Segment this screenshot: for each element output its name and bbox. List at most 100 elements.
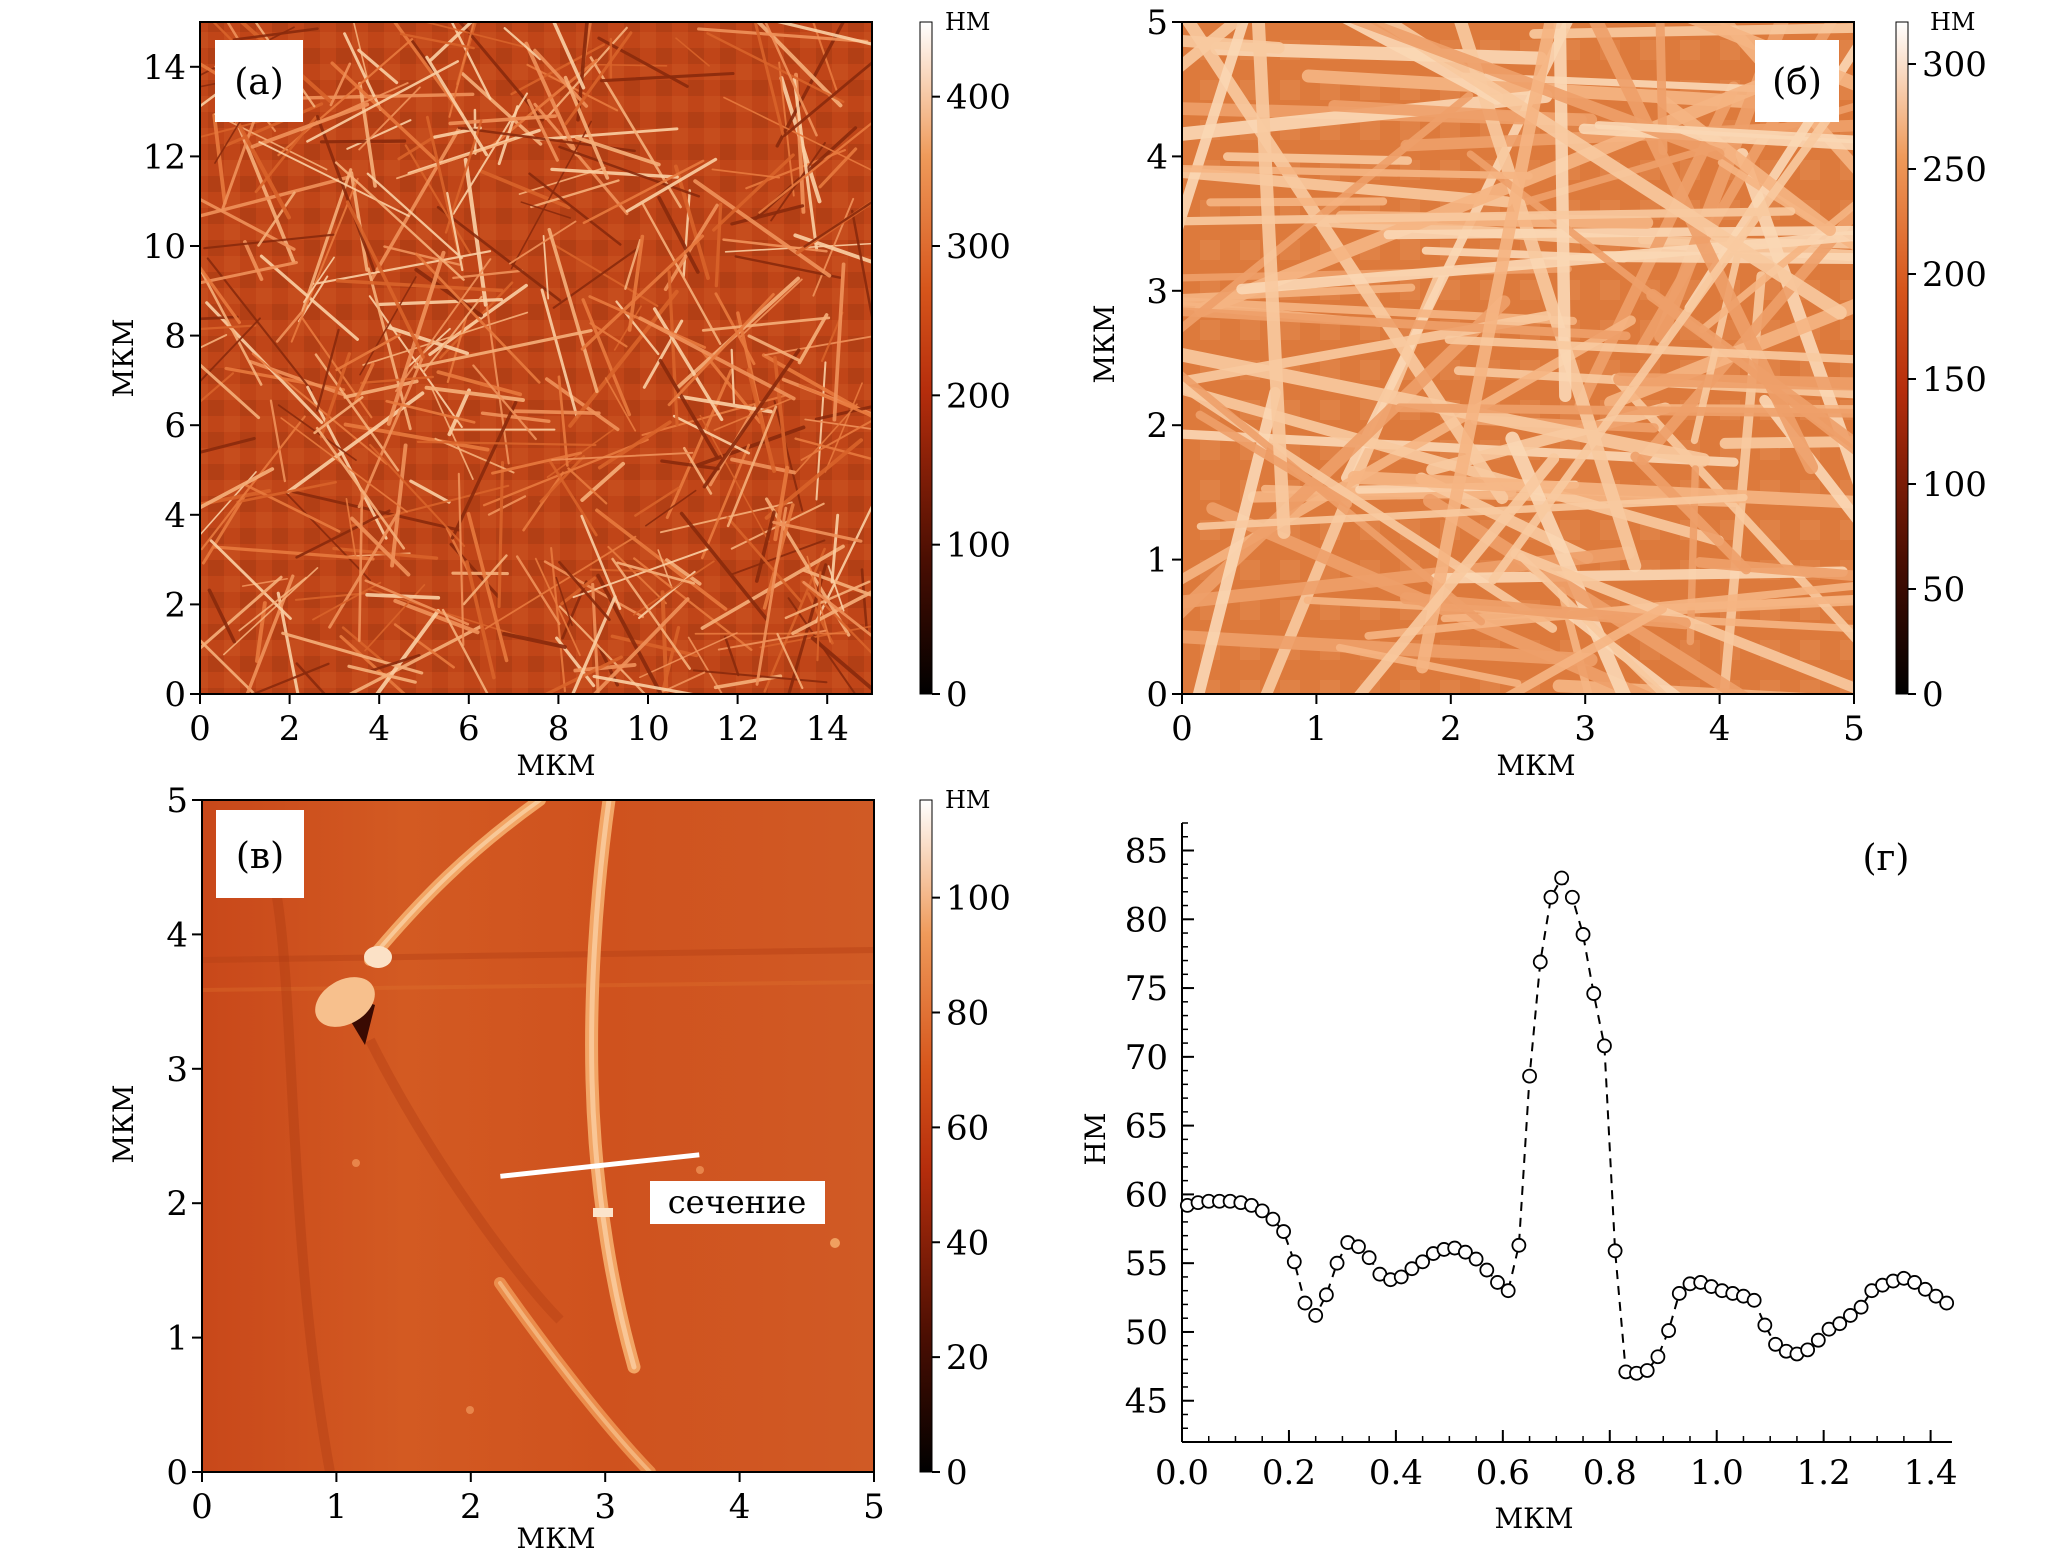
- data-point: [1500, 1283, 1516, 1299]
- data-point: [1564, 889, 1580, 905]
- data-point: [1800, 1342, 1816, 1358]
- x-tick-label: 14: [806, 709, 849, 749]
- panel-c: сечение (в) 0 1 2 3 4 5 0 1 2 3 4 5 МКМ МКМ НМ 0 20 4…: [107, 781, 1011, 1554]
- y-tick-label: 4: [1146, 137, 1168, 177]
- colorbar-unit-a: НМ: [945, 8, 991, 36]
- axes-c: 0 1 2 3 4 5 0 1 2 3 4 5: [166, 781, 884, 1527]
- x-tick-label: 0.8: [1583, 1453, 1637, 1493]
- x-tick-label: 0.4: [1369, 1453, 1423, 1493]
- y-tick-label: 1: [166, 1319, 188, 1359]
- afm-image-a: [200, 22, 872, 694]
- plot-frame-c: [201, 799, 875, 1473]
- y-tick-label: 2: [164, 585, 186, 625]
- data-point: [1853, 1299, 1869, 1315]
- panel-a: (а) 0 2 4 6 8 10 12 14 0 2 4 6 8 10 12 14 МКМ МКМ НМ 0 1…: [107, 8, 1011, 782]
- y-axis-label-d: НМ: [1079, 1112, 1112, 1165]
- y-tick-label: 65: [1125, 1107, 1168, 1147]
- y-tick-label: 55: [1125, 1244, 1168, 1284]
- y-tick-label: 2: [1146, 406, 1168, 446]
- y-axis-label-b: МКМ: [1088, 304, 1121, 383]
- colorbar-a: [919, 21, 933, 695]
- nanowire-texture-a: [200, 22, 872, 694]
- y-tick-label: 60: [1125, 1175, 1168, 1215]
- x-tick-label: 1: [1306, 709, 1328, 749]
- y-tick-label: 0: [164, 675, 186, 715]
- colorbar-tick-label: 20: [946, 1338, 989, 1378]
- y-tick-label: 0: [1146, 675, 1168, 715]
- section-label: сечение: [668, 1183, 807, 1221]
- y-tick-label: 50: [1125, 1313, 1168, 1353]
- data-point: [1607, 1243, 1623, 1259]
- x-tick-label: 2: [460, 1487, 482, 1527]
- x-tick-label: 10: [626, 709, 669, 749]
- data-point: [1639, 1363, 1655, 1378]
- panel-label-box-b: [1755, 40, 1839, 122]
- y-tick-label: 6: [164, 406, 186, 446]
- colorbar-b: [1895, 21, 1909, 695]
- data-point: [1329, 1255, 1345, 1271]
- y-tick-label: 8: [164, 317, 186, 357]
- data-point: [1265, 1211, 1281, 1227]
- data-point: [1297, 1295, 1313, 1311]
- y-tick-label: 85: [1125, 832, 1168, 872]
- data-point: [1490, 1275, 1505, 1290]
- data-point: [1351, 1239, 1366, 1255]
- colorbar-ticks-b: 0 50 100 150 200 250 300: [1908, 45, 1987, 715]
- plot-frame-a: [199, 21, 873, 695]
- data-point: [1597, 1038, 1612, 1054]
- x-tick-label: 0: [189, 709, 211, 749]
- data-point: [1532, 954, 1548, 970]
- data-point: [1318, 1287, 1334, 1303]
- data-point: [1917, 1281, 1933, 1297]
- y-tick-label: 4: [166, 915, 188, 955]
- colorbar-tick-label: 0: [946, 675, 968, 715]
- colorbar-tick-label: 300: [946, 227, 1011, 267]
- x-axis-label-b: МКМ: [1496, 749, 1575, 782]
- y-axis-label-c: МКМ: [107, 1084, 140, 1163]
- afm-image-c: [202, 800, 874, 1472]
- colorbar-tick-label: 100: [946, 526, 1011, 566]
- data-point: [1746, 1292, 1762, 1308]
- colorbar-tick-label: 100: [1922, 465, 1987, 505]
- axes-d: 0.0 0.2 0.4 0.6 0.8 1.0 1.2 1.4 45 50 55 60 65 70 75 80…: [1125, 822, 1958, 1493]
- x-tick-label: 0.2: [1262, 1453, 1316, 1493]
- data-point: [1939, 1295, 1955, 1311]
- colorbar-c: [919, 799, 933, 1473]
- data-point: [1393, 1269, 1409, 1285]
- colorbar-tick-label: 150: [1922, 360, 1987, 400]
- panel-label-box-c: [216, 810, 304, 898]
- colorbar-unit-b: НМ: [1930, 8, 1976, 36]
- x-tick-label: 4: [729, 1487, 751, 1527]
- data-point: [1404, 1261, 1420, 1277]
- y-tick-label: 12: [143, 137, 186, 177]
- y-tick-label: 2: [166, 1184, 188, 1224]
- x-tick-label: 8: [548, 709, 570, 749]
- data-point: [1276, 1224, 1291, 1239]
- data-point: [1907, 1275, 1922, 1290]
- profile-points: [1179, 870, 1955, 1381]
- colorbar-tick-label: 0: [1922, 675, 1944, 715]
- data-point: [1586, 986, 1602, 1001]
- data-point: [1468, 1251, 1484, 1267]
- x-tick-label: 1.0: [1690, 1453, 1744, 1493]
- data-point: [1458, 1244, 1473, 1260]
- colorbar-tick-label: 250: [1922, 150, 1987, 190]
- x-tick-label: 0.0: [1155, 1453, 1209, 1493]
- data-point: [1522, 1068, 1537, 1084]
- data-point: [1757, 1317, 1773, 1333]
- colorbar-tick-label: 200: [1922, 255, 1987, 295]
- colorbar-ticks-c: 0 20 40 60 80 100: [932, 879, 1011, 1493]
- data-point: [1768, 1336, 1783, 1352]
- y-tick-label: 5: [1146, 3, 1168, 43]
- y-tick-label: 3: [1146, 272, 1168, 312]
- x-axis-label-a: МКМ: [516, 749, 595, 782]
- colorbar-tick-label: 400: [946, 78, 1011, 118]
- colorbar-tick-label: 300: [1922, 45, 1987, 85]
- x-axis-label-c: МКМ: [516, 1522, 595, 1554]
- x-tick-label: 12: [716, 709, 759, 749]
- colorbar-tick-label: 0: [946, 1453, 968, 1493]
- y-tick-label: 45: [1125, 1382, 1168, 1422]
- data-point: [1554, 870, 1570, 886]
- colorbar-tick-label: 200: [946, 376, 1011, 416]
